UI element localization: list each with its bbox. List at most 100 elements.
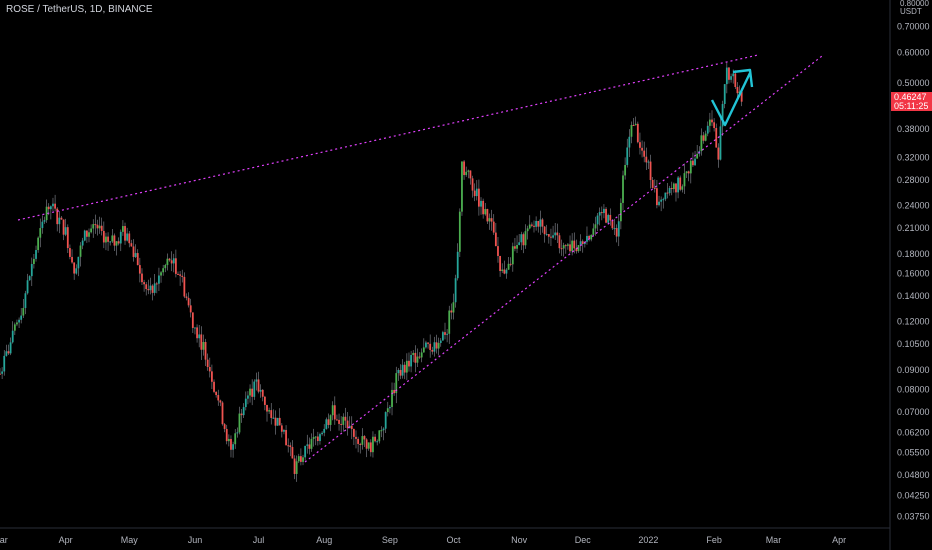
candle-up bbox=[391, 389, 393, 407]
candle-down bbox=[274, 417, 277, 426]
price-tick-label: 0.32000 bbox=[897, 153, 930, 163]
candle-down bbox=[575, 248, 578, 252]
candle-up bbox=[700, 135, 703, 152]
candle-down bbox=[66, 227, 69, 249]
candle-down bbox=[692, 160, 694, 166]
candle-up bbox=[372, 436, 374, 453]
candle-down bbox=[715, 127, 718, 148]
candle-up bbox=[622, 175, 624, 203]
candle-up bbox=[376, 441, 379, 443]
candle-up bbox=[52, 203, 54, 207]
time-tick-label: Apr bbox=[59, 535, 73, 545]
candle-up bbox=[119, 231, 122, 244]
candle-up bbox=[109, 241, 112, 243]
time-tick-label: Jun bbox=[188, 535, 203, 545]
candle-up bbox=[297, 456, 300, 462]
candle-down bbox=[564, 245, 567, 247]
candle-down bbox=[136, 253, 139, 266]
candle-up bbox=[35, 250, 37, 259]
candle-down bbox=[393, 389, 396, 394]
candle-up bbox=[83, 230, 86, 241]
candle-up bbox=[384, 412, 387, 429]
candle-down bbox=[363, 436, 366, 440]
candle-up bbox=[331, 405, 334, 416]
candle-up bbox=[677, 177, 679, 193]
candle-up bbox=[545, 234, 548, 236]
candle-down bbox=[327, 419, 330, 425]
candle-up bbox=[628, 136, 631, 148]
price-tick-label: 0.10500 bbox=[897, 339, 930, 349]
candle-down bbox=[113, 235, 116, 246]
candle-down bbox=[208, 366, 211, 372]
candle-up bbox=[448, 310, 451, 334]
candle-down bbox=[588, 235, 590, 240]
candle-up bbox=[607, 214, 610, 223]
candle-down bbox=[543, 226, 546, 235]
candle-down bbox=[225, 428, 228, 442]
candle-up bbox=[672, 183, 675, 190]
candle-up bbox=[461, 161, 463, 212]
candle-down bbox=[636, 123, 639, 143]
candle-up bbox=[382, 428, 385, 431]
candle-down bbox=[316, 436, 319, 442]
candle-down bbox=[107, 236, 109, 242]
candle-down bbox=[336, 419, 338, 421]
candle-down bbox=[179, 274, 182, 276]
time-tick-label: Mar bbox=[0, 535, 8, 545]
price-tick-label: 0.50000 bbox=[897, 78, 930, 88]
candle-down bbox=[145, 284, 148, 290]
candle-up bbox=[594, 224, 597, 229]
candle-down bbox=[530, 224, 533, 226]
candle-down bbox=[344, 416, 347, 421]
candle-down bbox=[556, 232, 559, 236]
candle-up bbox=[49, 206, 52, 210]
candle-down bbox=[569, 244, 571, 252]
candle-up bbox=[22, 307, 25, 316]
candle-down bbox=[128, 233, 131, 244]
price-tick-label: 0.12000 bbox=[897, 317, 930, 327]
candle-down bbox=[177, 273, 179, 275]
candle-up bbox=[458, 211, 461, 252]
candle-down bbox=[503, 269, 506, 274]
candle-down bbox=[492, 221, 495, 233]
candle-up bbox=[634, 123, 637, 126]
candle-up bbox=[268, 410, 271, 412]
candle-up bbox=[5, 351, 8, 356]
candle-down bbox=[338, 419, 340, 424]
candle-down bbox=[204, 341, 207, 360]
candle-down bbox=[213, 381, 215, 392]
price-axis: 0.700000.600000.500000.450000.380000.320… bbox=[897, 21, 930, 521]
candle-up bbox=[658, 201, 660, 206]
candle-up bbox=[247, 395, 249, 399]
candle-up bbox=[721, 103, 724, 127]
candle-down bbox=[435, 342, 438, 349]
candle-down bbox=[522, 234, 525, 246]
candle-up bbox=[325, 419, 328, 429]
candle-up bbox=[511, 246, 514, 265]
candle-up bbox=[306, 444, 309, 446]
candle-down bbox=[289, 445, 292, 448]
candle-up bbox=[732, 73, 735, 77]
candle-up bbox=[153, 283, 156, 293]
candle-down bbox=[533, 225, 535, 227]
price-tick-label: 0.05500 bbox=[897, 447, 930, 457]
candle-up bbox=[30, 263, 33, 277]
candle-down bbox=[132, 246, 135, 257]
candle-up bbox=[111, 235, 114, 242]
candle-up bbox=[660, 199, 663, 202]
candle-up bbox=[90, 228, 93, 233]
candle-up bbox=[425, 342, 427, 348]
candle-up bbox=[539, 219, 542, 227]
lower-trendline bbox=[304, 55, 823, 463]
candle-down bbox=[486, 208, 489, 222]
candle-up bbox=[380, 430, 383, 432]
time-tick-label: Dec bbox=[575, 535, 592, 545]
candle-up bbox=[719, 126, 722, 160]
candle-down bbox=[478, 188, 480, 207]
candle-down bbox=[96, 224, 99, 229]
time-tick-label: Oct bbox=[446, 535, 461, 545]
candle-up bbox=[16, 322, 18, 325]
candle-up bbox=[603, 208, 605, 214]
candle-down bbox=[641, 147, 643, 151]
